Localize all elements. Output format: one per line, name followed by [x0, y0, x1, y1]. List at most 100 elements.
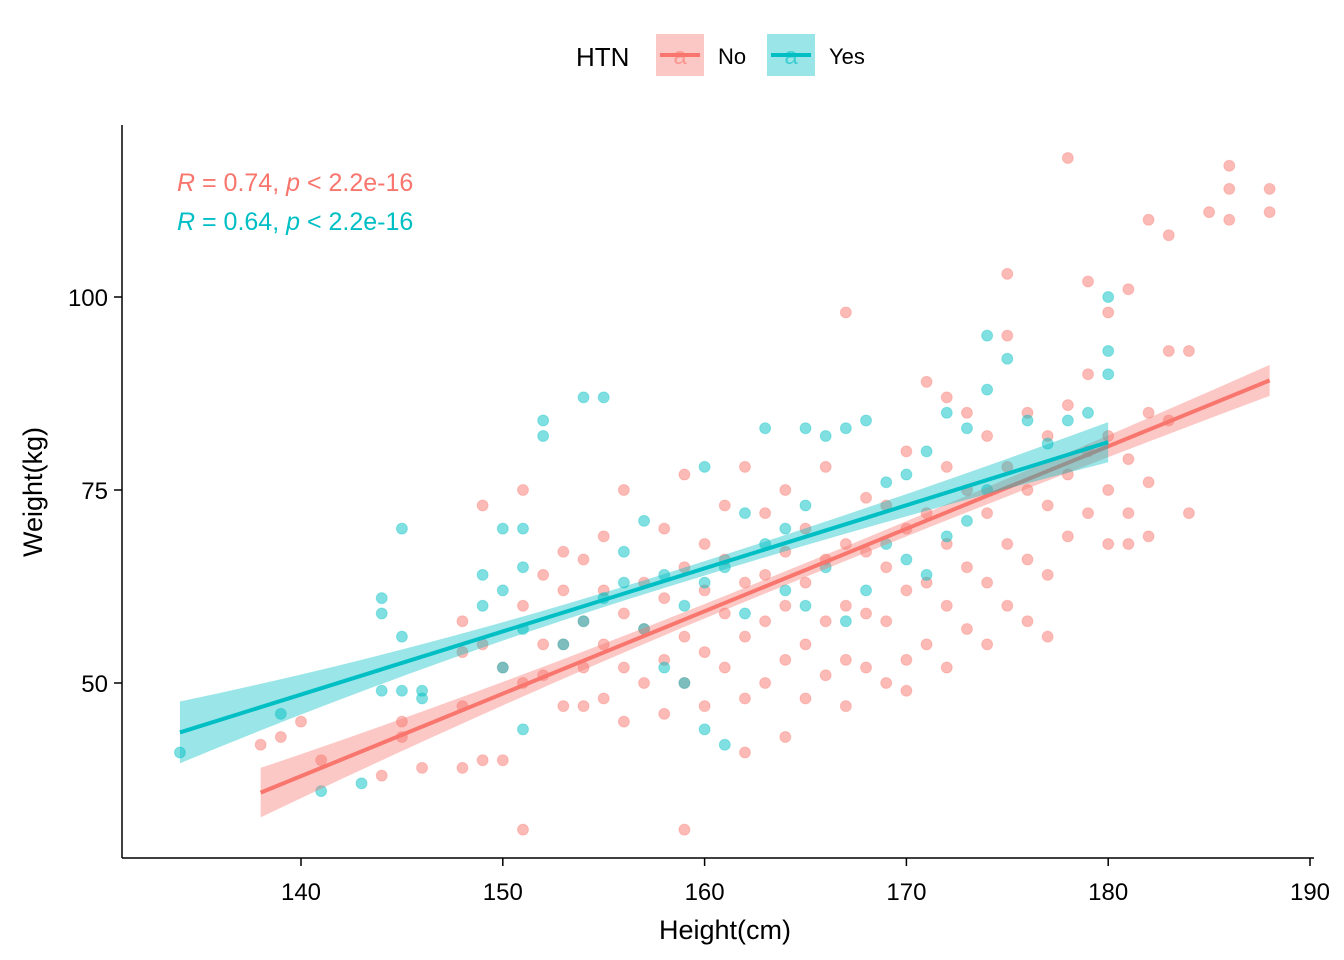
data-point [355, 777, 368, 790]
data-point [597, 530, 610, 543]
data-point [1001, 267, 1014, 280]
data-point [960, 561, 973, 574]
data-point [860, 584, 873, 597]
data-point [658, 707, 671, 720]
data-point [1102, 484, 1115, 496]
data-point [819, 669, 832, 682]
data-point [456, 646, 469, 659]
data-point [920, 445, 933, 458]
data-point [738, 692, 751, 705]
data-point [1021, 615, 1034, 628]
data-point [799, 422, 812, 435]
data-point [577, 615, 590, 628]
data-point [1041, 437, 1054, 450]
data-point [597, 391, 610, 404]
data-point [779, 545, 792, 558]
stat-r-yes: R [177, 208, 195, 236]
data-point [698, 646, 711, 659]
data-point [718, 499, 731, 512]
data-point [456, 615, 469, 628]
data-point [1001, 352, 1014, 365]
data-point [738, 576, 751, 589]
data-point [254, 738, 267, 751]
data-point [638, 677, 651, 689]
data-point [476, 754, 489, 767]
data-point [496, 661, 509, 674]
data-point [516, 599, 529, 612]
x-tick-label: 150 [483, 879, 523, 906]
data-point [1223, 213, 1236, 226]
legend-key-no-glyph: a [673, 43, 687, 70]
data-point [375, 684, 388, 697]
legend-key-yes-glyph: a [784, 43, 798, 70]
data-point [678, 677, 691, 689]
data-point [698, 723, 711, 736]
data-point [819, 615, 832, 628]
data-point [819, 429, 832, 442]
data-point [516, 723, 529, 736]
x-axis-title: Height(cm) [659, 915, 791, 945]
ticks-layer: 140 150 160 170 180 190 50 75 100 [68, 285, 1330, 906]
data-point [940, 599, 953, 612]
legend-title: HTN [576, 42, 629, 72]
data-point [516, 823, 529, 836]
data-point [1142, 530, 1155, 543]
stat-pvalue-no: < 2.2e-16 [300, 169, 413, 197]
data-point [1041, 630, 1054, 643]
data-point [1102, 306, 1115, 319]
data-point [1001, 329, 1014, 342]
data-point [759, 615, 772, 628]
data-point [960, 514, 973, 527]
data-point [274, 731, 287, 744]
data-point [496, 584, 509, 597]
data-point [880, 561, 893, 574]
data-point [617, 715, 630, 728]
data-point [1061, 468, 1074, 481]
data-point [537, 568, 550, 581]
data-point [658, 661, 671, 674]
data-point [1061, 414, 1074, 427]
data-point [1122, 507, 1135, 520]
data-point [1061, 152, 1074, 165]
data-point [617, 576, 630, 589]
data-point [940, 530, 953, 543]
data-point [395, 522, 408, 535]
data-point [1162, 345, 1175, 358]
data-point [1263, 206, 1276, 219]
data-point [557, 700, 570, 713]
data-point [1182, 507, 1195, 520]
data-point [476, 599, 489, 612]
legend-key-no: a [656, 34, 704, 76]
data-point [759, 422, 772, 435]
data-point [1001, 599, 1014, 612]
data-point [738, 630, 751, 643]
data-point [1041, 499, 1054, 512]
data-point [759, 568, 772, 581]
data-point [900, 684, 913, 697]
fit-layer [179, 364, 1271, 818]
data-point [537, 638, 550, 651]
data-point [981, 576, 994, 589]
stat-p-yes: p [285, 208, 300, 236]
data-point [920, 568, 933, 581]
data-point [557, 638, 570, 651]
legend-key-yes: a [767, 34, 815, 76]
data-point [658, 592, 671, 605]
data-point [678, 823, 691, 836]
data-point [1001, 538, 1014, 551]
data-point [981, 429, 994, 442]
data-point [880, 677, 893, 689]
data-point [315, 754, 328, 767]
x-tick-label: 160 [685, 879, 725, 906]
data-point [839, 422, 852, 435]
data-point [516, 522, 529, 535]
data-point [1082, 275, 1095, 288]
data-point [900, 468, 913, 481]
data-point [1082, 368, 1095, 381]
data-point [1021, 484, 1034, 496]
data-point [658, 522, 671, 535]
data-point [839, 700, 852, 713]
data-point [718, 738, 731, 751]
data-point [799, 638, 812, 651]
